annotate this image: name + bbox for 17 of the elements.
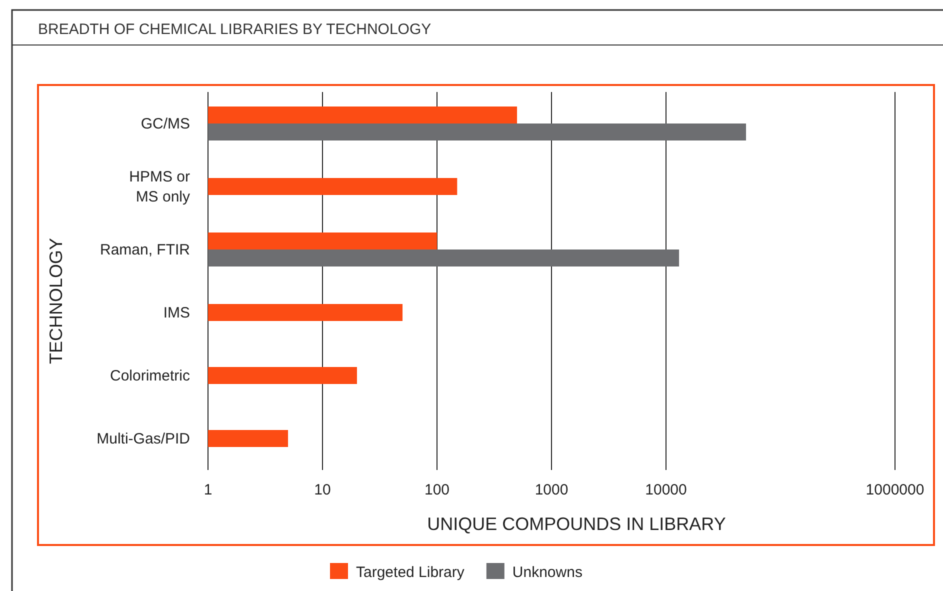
chart-title: BREADTH OF CHEMICAL LIBRARIES BY TECHNOLOGY	[38, 21, 432, 38]
y-tick-label: Raman, FTIR	[100, 242, 190, 258]
y-tick-label: HPMS or MS only	[129, 168, 190, 206]
y-tick-label: Multi-Gas/PID	[96, 430, 190, 448]
y-tick-label: GC/MS	[140, 116, 190, 132]
x-axis-title: UNIQUE COMPOUNDS IN LIBRARY	[427, 514, 726, 534]
x-tick-label: 1	[204, 482, 212, 499]
legend-label: Targeted Library	[356, 564, 465, 581]
y-axis-title: TECHNOLOGY	[46, 238, 66, 364]
legend-label: Unknowns	[512, 564, 582, 581]
x-tick-label: 10000	[645, 482, 687, 499]
y-tick-label: IMS	[163, 304, 190, 322]
x-tick-label: 10	[314, 482, 331, 499]
x-tick-label: 1000000	[866, 482, 924, 499]
x-tick-label: 1000	[534, 482, 568, 499]
y-tick-label: Colorimetric	[110, 368, 190, 384]
x-tick-label: 100	[424, 482, 450, 499]
